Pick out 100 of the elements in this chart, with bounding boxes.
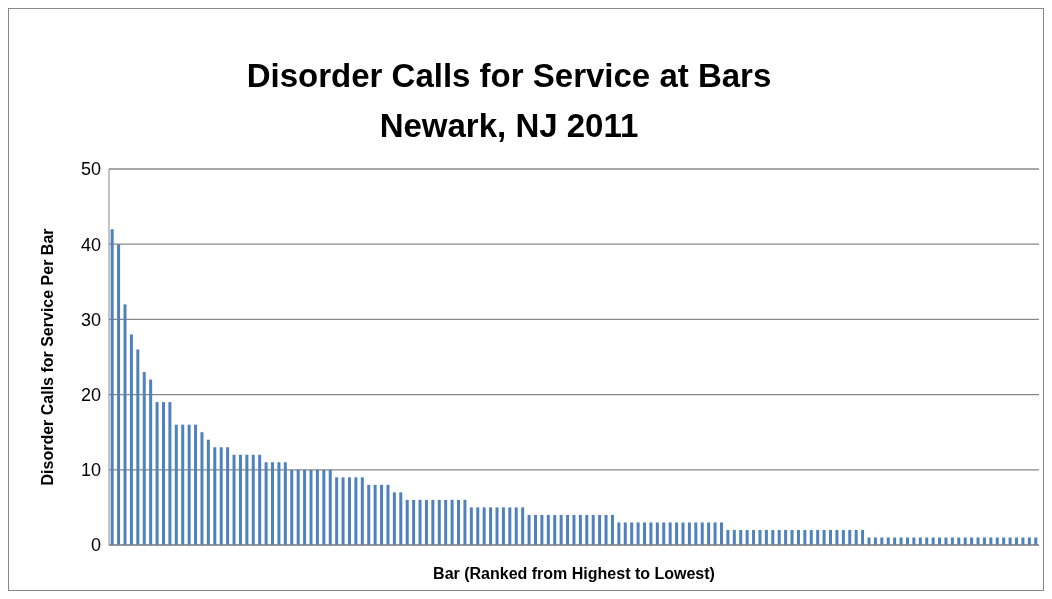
bar [463, 499, 467, 545]
bar [559, 514, 563, 545]
bar [687, 522, 691, 545]
bar [264, 462, 268, 545]
bar [566, 514, 570, 545]
bar [424, 499, 428, 545]
y-axis-title: Disorder Calls for Service Per Bar [38, 228, 56, 486]
bar [142, 372, 146, 545]
bar [360, 477, 364, 545]
bar [457, 499, 461, 545]
bar [777, 529, 781, 545]
bar [662, 522, 666, 545]
bar [123, 304, 127, 545]
bar [296, 469, 300, 545]
y-tick-label: 0 [90, 535, 101, 556]
bar [161, 402, 165, 545]
bar [918, 537, 922, 545]
bar [373, 484, 377, 545]
bar [649, 522, 653, 545]
bar [418, 499, 422, 545]
bar [636, 522, 640, 545]
bar [168, 402, 172, 545]
bar [514, 507, 518, 545]
bar [976, 537, 980, 545]
bar [315, 469, 319, 545]
bar [219, 447, 223, 545]
bar [450, 499, 454, 545]
bar [957, 537, 961, 545]
bar [174, 424, 178, 545]
bar [950, 537, 954, 545]
bar [341, 477, 345, 545]
bar [521, 507, 525, 545]
bar [681, 522, 685, 545]
bar [546, 514, 550, 545]
bar [206, 439, 210, 545]
bar [829, 529, 833, 545]
bar [598, 514, 602, 545]
bar [347, 477, 351, 545]
bar [155, 402, 159, 545]
bar [867, 537, 871, 545]
bar [886, 537, 890, 545]
bar [713, 522, 717, 545]
bar [129, 334, 133, 545]
bar [732, 529, 736, 545]
bar [719, 522, 723, 545]
bar [745, 529, 749, 545]
bar [1027, 537, 1031, 545]
bar [938, 537, 942, 545]
bar [700, 522, 704, 545]
bar [796, 529, 800, 545]
bar [803, 529, 807, 545]
bar [893, 537, 897, 545]
bar [392, 492, 396, 545]
bar [643, 522, 647, 545]
bar [989, 537, 993, 545]
bar [533, 514, 537, 545]
bar [912, 537, 916, 545]
bar [271, 462, 275, 545]
bar [963, 537, 967, 545]
bar [623, 522, 627, 545]
bar [431, 499, 435, 545]
bar [841, 529, 845, 545]
bar [283, 462, 287, 545]
bar [258, 454, 262, 545]
bar [861, 529, 865, 545]
bar [591, 514, 595, 545]
bar [790, 529, 794, 545]
bar [245, 454, 249, 545]
bar [816, 529, 820, 545]
bar [854, 529, 858, 545]
bar [303, 469, 307, 545]
bar [809, 529, 813, 545]
bar [482, 507, 486, 545]
bar [675, 522, 679, 545]
bar [335, 477, 339, 545]
bar [822, 529, 826, 545]
bar [213, 447, 217, 545]
bar [540, 514, 544, 545]
bar [905, 537, 909, 545]
bar [707, 522, 711, 545]
bar [1008, 537, 1012, 545]
bar [726, 529, 730, 545]
bar [226, 447, 230, 545]
y-tick-label: 20 [80, 384, 101, 405]
bar [899, 537, 903, 545]
bar [610, 514, 614, 545]
bar [251, 454, 255, 545]
bar [328, 469, 332, 545]
bar [136, 349, 140, 545]
bar [489, 507, 493, 545]
bar [117, 244, 121, 545]
bar [1002, 537, 1006, 545]
bar [739, 529, 743, 545]
bar [399, 492, 403, 545]
chart-subtitle: Newark, NJ 2011 [378, 106, 640, 146]
bar [880, 537, 884, 545]
bar [617, 522, 621, 545]
bar [604, 514, 608, 545]
bar [931, 537, 935, 545]
bar [771, 529, 775, 545]
